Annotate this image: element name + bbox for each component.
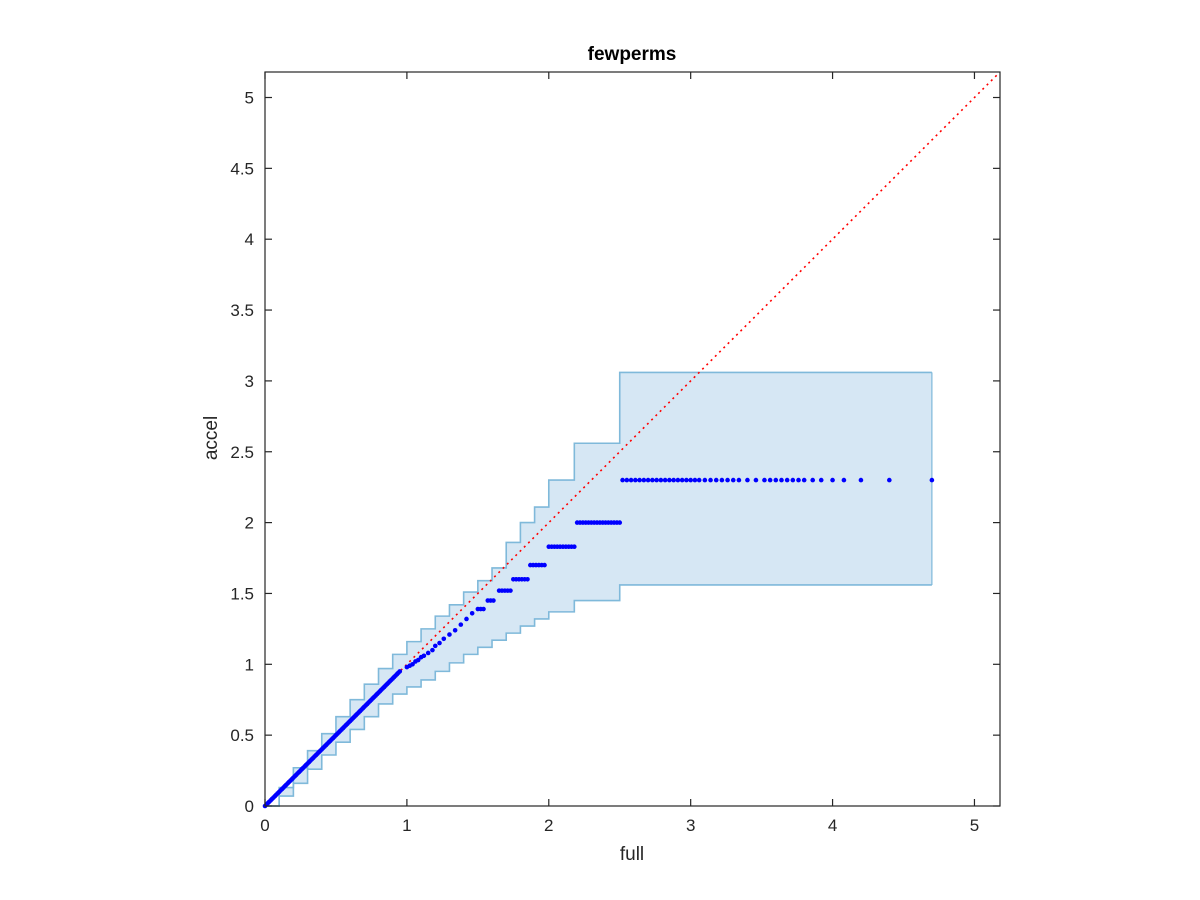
data-point: [572, 544, 577, 549]
data-point: [628, 477, 634, 483]
plot-area: [262, 71, 1001, 809]
x-tick-label: 3: [686, 816, 695, 835]
x-tick-label: 1: [402, 816, 411, 835]
confidence-band-fill: [265, 372, 932, 806]
x-tick-label: 5: [970, 816, 979, 835]
data-point: [658, 477, 664, 483]
data-point: [432, 643, 438, 649]
data-point: [858, 477, 864, 483]
x-tick-label: 0: [260, 816, 269, 835]
y-tick-label: 4.5: [230, 159, 254, 178]
data-point: [810, 477, 816, 483]
data-point: [421, 653, 427, 659]
y-tick-label: 3.5: [230, 301, 254, 320]
data-point: [481, 606, 486, 612]
axes: 0 1 2 3 4 5 0 0.5 1 1.5 2 2.5 3 3.5 4 4.5 5: [230, 71, 1001, 835]
data-point: [447, 632, 452, 637]
x-tick-label: 4: [828, 816, 837, 835]
confidence-band-upper: [265, 371, 932, 807]
data-point: [624, 477, 630, 483]
data-point: [437, 640, 442, 646]
data-point: [508, 588, 513, 593]
data-point: [753, 477, 759, 483]
data-point: [452, 627, 458, 633]
y-tick-label: 4: [245, 230, 254, 249]
data-point: [679, 477, 685, 483]
data-point: [745, 477, 750, 483]
data-point: [684, 477, 689, 483]
data-point: [725, 477, 730, 483]
data-point: [801, 477, 807, 483]
data-point: [773, 477, 779, 483]
chart-title: fewperms: [588, 44, 677, 65]
data-point: [458, 622, 464, 627]
data-point: [410, 662, 415, 667]
data-point: [645, 477, 651, 483]
data-point: [767, 477, 773, 483]
y-tick-label: 0.5: [230, 726, 254, 745]
data-point: [696, 477, 702, 483]
data-point: [525, 576, 530, 582]
confidence-band-lower: [265, 584, 932, 807]
data-point: [688, 477, 693, 483]
data-point: [671, 477, 676, 483]
x-axis-label: full: [620, 844, 644, 865]
data-point: [736, 477, 742, 483]
data-point: [650, 477, 655, 483]
data-point: [713, 477, 719, 483]
data-point: [637, 477, 642, 483]
y-axis-label: accel: [201, 416, 222, 460]
data-point: [641, 477, 647, 483]
data-point: [620, 477, 625, 483]
data-point: [719, 477, 725, 483]
data-point: [784, 477, 790, 483]
data-point: [662, 477, 668, 483]
y-tick-label: 5: [245, 89, 254, 108]
data-point: [887, 477, 892, 483]
data-point: [633, 477, 638, 483]
x-tick-label: 2: [544, 816, 553, 835]
data-point: [796, 477, 801, 483]
y-tick-label: 0: [245, 797, 254, 816]
data-point: [469, 610, 475, 616]
data-point: [415, 657, 421, 663]
data-point: [667, 477, 672, 483]
data-point: [779, 477, 784, 483]
data-point: [397, 669, 403, 674]
data-point: [762, 477, 767, 483]
data-point: [790, 477, 796, 483]
data-point: [730, 477, 736, 483]
data-point: [929, 477, 935, 483]
data-point: [708, 477, 713, 483]
data-point: [542, 562, 547, 568]
data-point: [841, 477, 847, 483]
data-point: [654, 477, 659, 483]
data-point: [464, 616, 469, 622]
y-tick-label: 3: [245, 372, 254, 391]
axes-box: [264, 71, 1001, 807]
data-point: [617, 520, 623, 525]
data-point: [430, 647, 435, 653]
data-point: [818, 477, 824, 483]
data-point: [441, 636, 447, 642]
reference-line: [264, 71, 1001, 807]
data-point: [702, 477, 708, 483]
data-point: [425, 650, 431, 656]
data-point: [692, 477, 698, 483]
data-point: [675, 477, 681, 483]
y-tick-label: 1.5: [230, 584, 254, 603]
data-point: [491, 598, 496, 603]
y-tick-label: 1: [245, 655, 254, 674]
y-tick-label: 2: [245, 514, 254, 533]
data-point: [830, 477, 835, 483]
y-tick-label: 2.5: [230, 443, 254, 462]
